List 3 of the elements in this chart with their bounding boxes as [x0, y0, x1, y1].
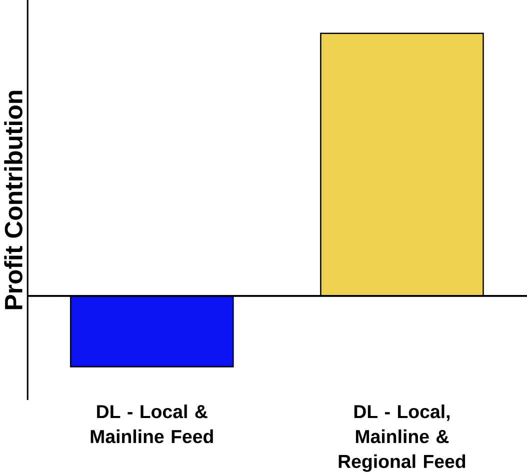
x-tick-label: DL - Local, Mainline & Regional Feed	[338, 404, 466, 472]
y-axis-title: Profit Contribution	[4, 90, 22, 310]
x-tick-label: DL - Local & Mainline Feed	[90, 404, 213, 444]
